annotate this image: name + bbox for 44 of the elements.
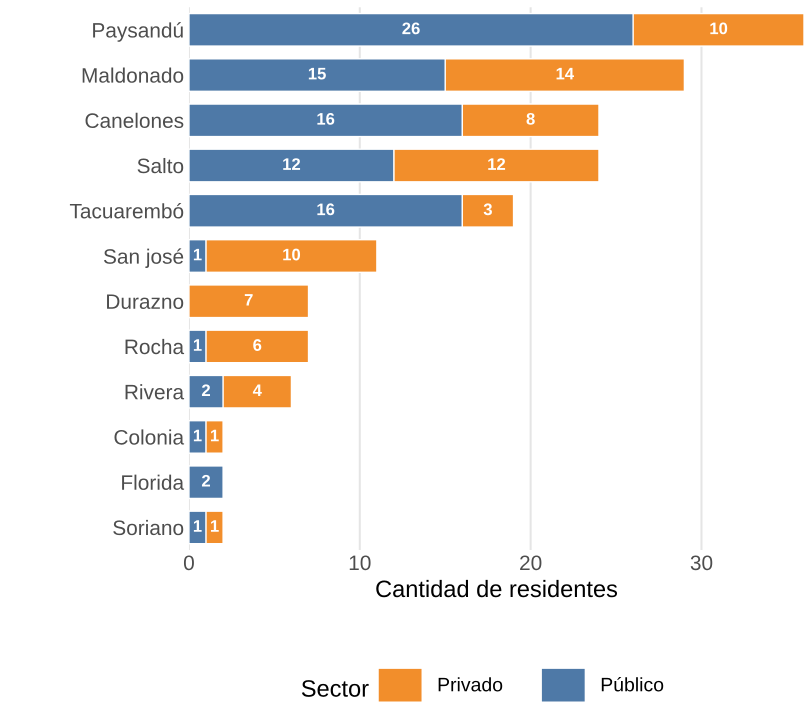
x-tick-label: 20	[520, 555, 542, 570]
data-label: 8	[526, 112, 535, 125]
data-label: 26	[402, 22, 420, 34]
y-tick-label: Maldonado	[82, 67, 184, 83]
data-label: 10	[283, 248, 300, 260]
y-tick-label: Paysandú	[93, 22, 183, 42]
y-tick-label: Tacuarembó	[70, 202, 184, 219]
bar	[188, 284, 310, 318]
data-label: 1	[194, 520, 202, 532]
data-label: 1	[194, 430, 202, 442]
data-label: 14	[556, 68, 574, 80]
data-label: 15	[308, 68, 326, 80]
data-label: 12	[488, 158, 506, 170]
data-label: 4	[252, 384, 262, 396]
y-tick-label: Florida	[122, 474, 184, 490]
y-tick-label: Soriano	[113, 520, 184, 536]
legend-label: Privado	[438, 677, 502, 692]
y-tick-label: Salto	[138, 158, 184, 174]
legend-title: Sector	[302, 680, 369, 697]
y-tick-label: San josé	[104, 248, 184, 268]
data-label: 1	[194, 339, 202, 351]
legend-label: Público	[602, 676, 664, 692]
data-label: 1	[194, 248, 202, 260]
y-tick-label: Durazno	[107, 294, 184, 309]
data-label: 16	[317, 112, 334, 125]
data-label: 10	[710, 22, 728, 34]
x-tick-label: 0	[184, 555, 194, 570]
y-tick-label: Rivera	[126, 384, 184, 400]
data-label: 2	[202, 474, 210, 486]
data-label: 6	[253, 339, 262, 351]
data-label: 12	[283, 158, 300, 170]
bar	[188, 465, 224, 500]
x-tick-label: 30	[690, 555, 712, 570]
y-tick-label: Rocha	[126, 338, 184, 354]
data-label: 16	[317, 203, 334, 216]
x-tick-label: 10	[350, 555, 371, 570]
data-label: 3	[484, 203, 492, 216]
y-tick-label: Colonia	[114, 429, 184, 445]
data-label: 1	[210, 430, 219, 442]
data-label: 1	[210, 520, 219, 532]
y-tick-label: Canelones	[86, 112, 184, 128]
data-label: 2	[202, 384, 210, 396]
x-axis-title: Cantidad de residentes	[376, 580, 618, 598]
data-label: 7	[244, 294, 253, 306]
